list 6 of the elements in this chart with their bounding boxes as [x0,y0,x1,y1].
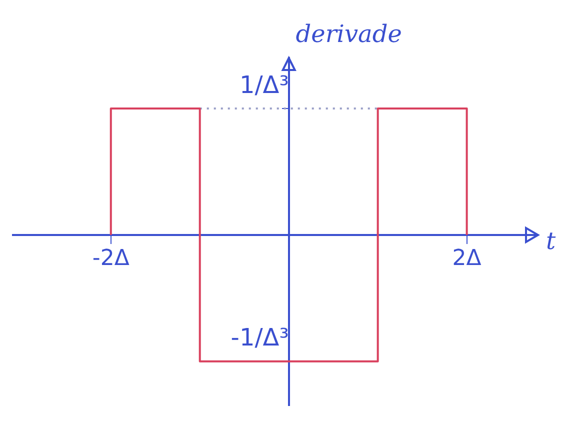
y-axis-title: derivade [296,20,402,48]
y-tick-label: 1/Δ³ [239,70,289,99]
y-tick-label: -1/Δ³ [230,324,289,352]
x-tick-label: 2Δ [452,246,482,271]
x-axis-title: t [546,227,556,256]
x-tick-label: -2Δ [92,246,130,271]
